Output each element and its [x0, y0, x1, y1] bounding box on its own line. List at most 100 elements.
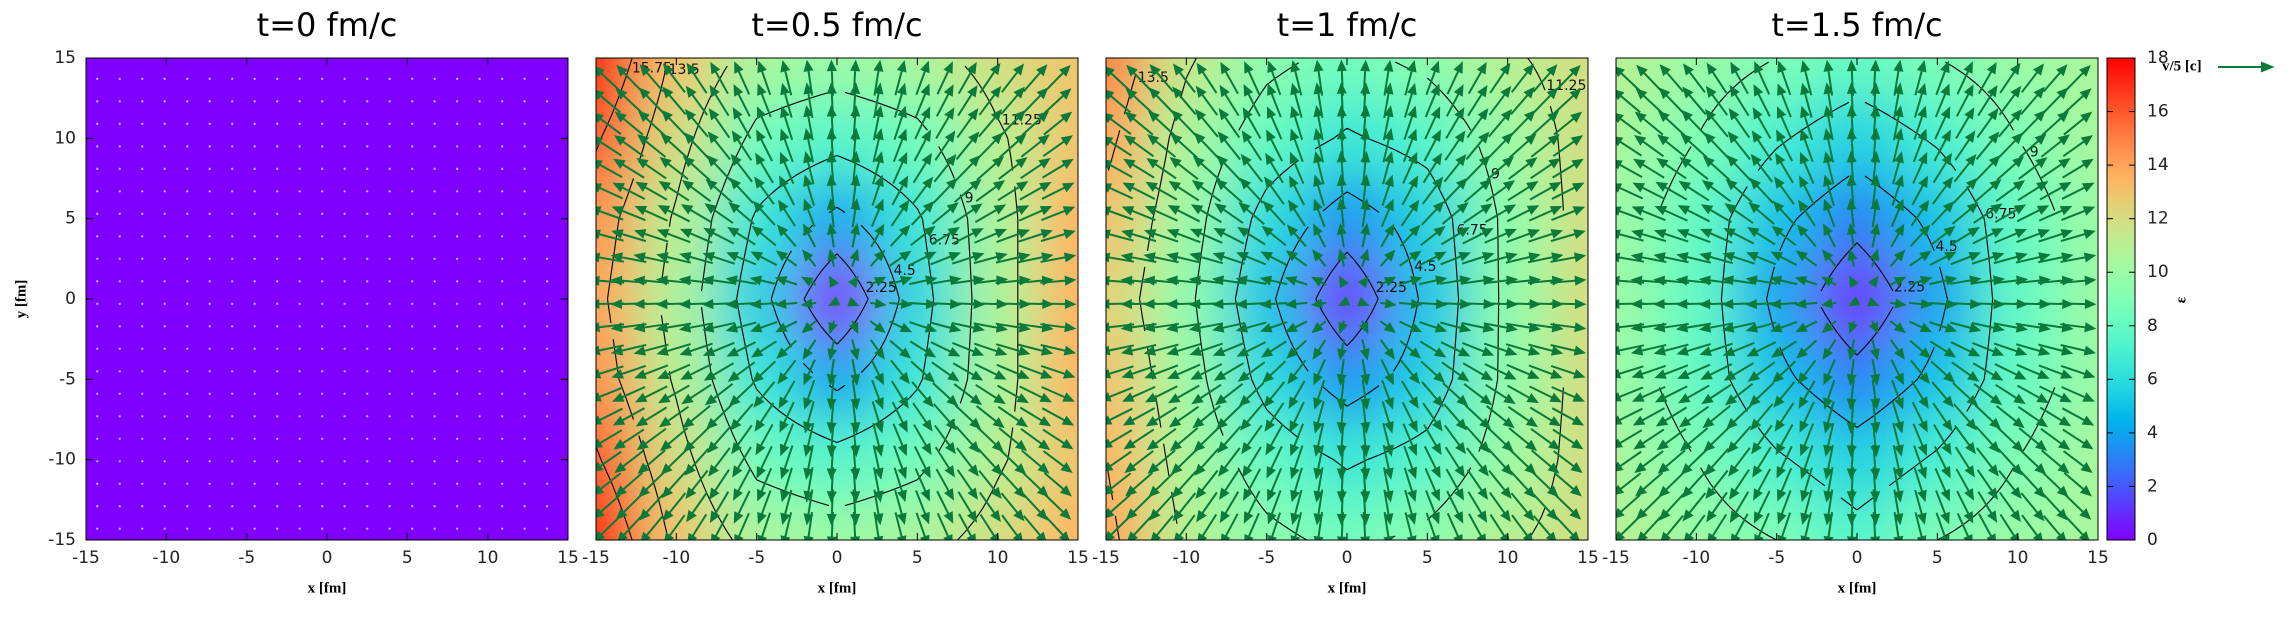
- heat-cell: [367, 419, 448, 501]
- y-axis-label: y [fm]: [13, 280, 29, 319]
- velocity-dot: [141, 505, 144, 508]
- velocity-arrow: [850, 198, 861, 228]
- velocity-arrow: [1823, 379, 1836, 410]
- velocity-dot: [410, 167, 414, 171]
- velocity-dot: [388, 235, 391, 238]
- heat-cell: [367, 258, 448, 340]
- velocity-arrow: [1399, 224, 1421, 247]
- velocity-arrow: [2038, 252, 2074, 264]
- velocity-dot: [455, 302, 459, 306]
- velocity-dot: [253, 482, 256, 485]
- velocity-dot: [163, 190, 166, 193]
- velocity-dot: [500, 437, 504, 440]
- velocity-arrow: [1678, 405, 1710, 428]
- velocity-arrow: [1508, 133, 1537, 159]
- velocity-arrow: [1148, 471, 1176, 498]
- velocity-dot: [343, 77, 346, 81]
- velocity-arrow: [1823, 444, 1834, 480]
- velocity-dot: [275, 347, 279, 351]
- velocity-arrow: [1313, 467, 1324, 503]
- heat-cell: [206, 98, 288, 179]
- velocity-arrow: [685, 85, 709, 116]
- velocity-dot: [343, 100, 346, 103]
- velocity-arrow: [1149, 64, 1175, 93]
- velocity-arrow: [1489, 62, 1511, 94]
- velocity-arrow: [1506, 363, 1540, 379]
- velocity-dot: [298, 167, 301, 171]
- velocity-arrow: [1528, 364, 1563, 379]
- velocity-arrow: [1729, 84, 1750, 117]
- velocity-arrow: [1168, 405, 1200, 428]
- velocity-arrow: [637, 110, 666, 137]
- velocity-arrow: [1632, 385, 1666, 402]
- velocity-arrow: [1676, 343, 1711, 356]
- colorbar-tick-label: 16: [2147, 102, 2169, 122]
- velocity-dot: [118, 482, 121, 485]
- velocity-arrow: [1994, 204, 2027, 223]
- velocity-arrow: [1382, 105, 1394, 141]
- velocity-dot: [163, 527, 166, 530]
- velocity-arrow: [1020, 158, 1051, 180]
- velocity-arrow: [1635, 493, 1663, 520]
- velocity-dot: [410, 235, 414, 238]
- velocity-arrow: [1702, 155, 1731, 181]
- panel-title: t=0.5 fm/c: [751, 6, 922, 44]
- velocity-arrow: [1633, 135, 1665, 158]
- velocity-arrow: [1654, 385, 1688, 403]
- x-tick-label: 15: [2087, 548, 2109, 568]
- velocity-arrow: [1313, 401, 1325, 434]
- velocity-arrow: [999, 109, 1026, 137]
- velocity-arrow: [729, 177, 754, 204]
- velocity-arrow: [1261, 225, 1287, 247]
- velocity-arrow: [678, 275, 714, 286]
- velocity-arrow: [1040, 322, 1077, 333]
- velocity-arrow: [612, 385, 646, 402]
- velocity-arrow: [1681, 470, 1707, 499]
- velocity-dot: [118, 347, 121, 351]
- velocity-arrow: [1909, 275, 1933, 286]
- velocity-dot: [231, 122, 234, 126]
- velocity-arrow: [2020, 63, 2045, 93]
- velocity-dot: [141, 145, 144, 148]
- velocity-arrow: [1976, 108, 1999, 139]
- velocity-dot: [231, 505, 234, 508]
- velocity-dot: [208, 77, 211, 81]
- velocity-arrow: [1950, 227, 1980, 246]
- velocity-dot: [118, 370, 121, 373]
- velocity-dot: [320, 77, 324, 81]
- velocity-arrow: [891, 401, 908, 433]
- velocity-arrow: [1731, 513, 1749, 540]
- velocity-dot: [433, 280, 436, 283]
- velocity-arrow: [952, 342, 985, 357]
- velocity-arrow: [2039, 406, 2072, 427]
- velocity-dot: [455, 145, 459, 148]
- velocity-arrow: [1677, 363, 1711, 379]
- velocity-dot: [545, 212, 549, 216]
- velocity-arrow: [1419, 275, 1448, 286]
- velocity-arrow: [1359, 248, 1370, 267]
- velocity-arrow: [1018, 343, 1054, 356]
- velocity-arrow: [1146, 427, 1177, 451]
- velocity-arrow: [1193, 132, 1220, 160]
- velocity-arrow: [757, 512, 772, 540]
- velocity-dot: [298, 122, 301, 126]
- velocity-arrow: [1311, 276, 1327, 287]
- velocity-arrow: [1823, 401, 1835, 434]
- velocity-arrow: [1929, 321, 1958, 333]
- velocity-arrow: [1993, 252, 2028, 265]
- velocity-arrow: [1216, 404, 1243, 430]
- velocity-arrow: [1727, 425, 1752, 454]
- velocity-dot: [163, 212, 166, 216]
- velocity-arrow: [1399, 339, 1422, 359]
- velocity-arrow: [2039, 181, 2072, 201]
- velocity-arrow: [613, 158, 645, 179]
- heatmap: 2.254.56.759: [1616, 58, 2098, 540]
- velocity-arrow: [1336, 379, 1347, 411]
- velocity-dot: [208, 505, 211, 508]
- velocity-dot: [163, 347, 166, 351]
- velocity-arrow: [1121, 206, 1156, 222]
- velocity-dot: [523, 235, 526, 238]
- velocity-arrow: [932, 382, 959, 407]
- velocity-arrow: [2018, 157, 2048, 180]
